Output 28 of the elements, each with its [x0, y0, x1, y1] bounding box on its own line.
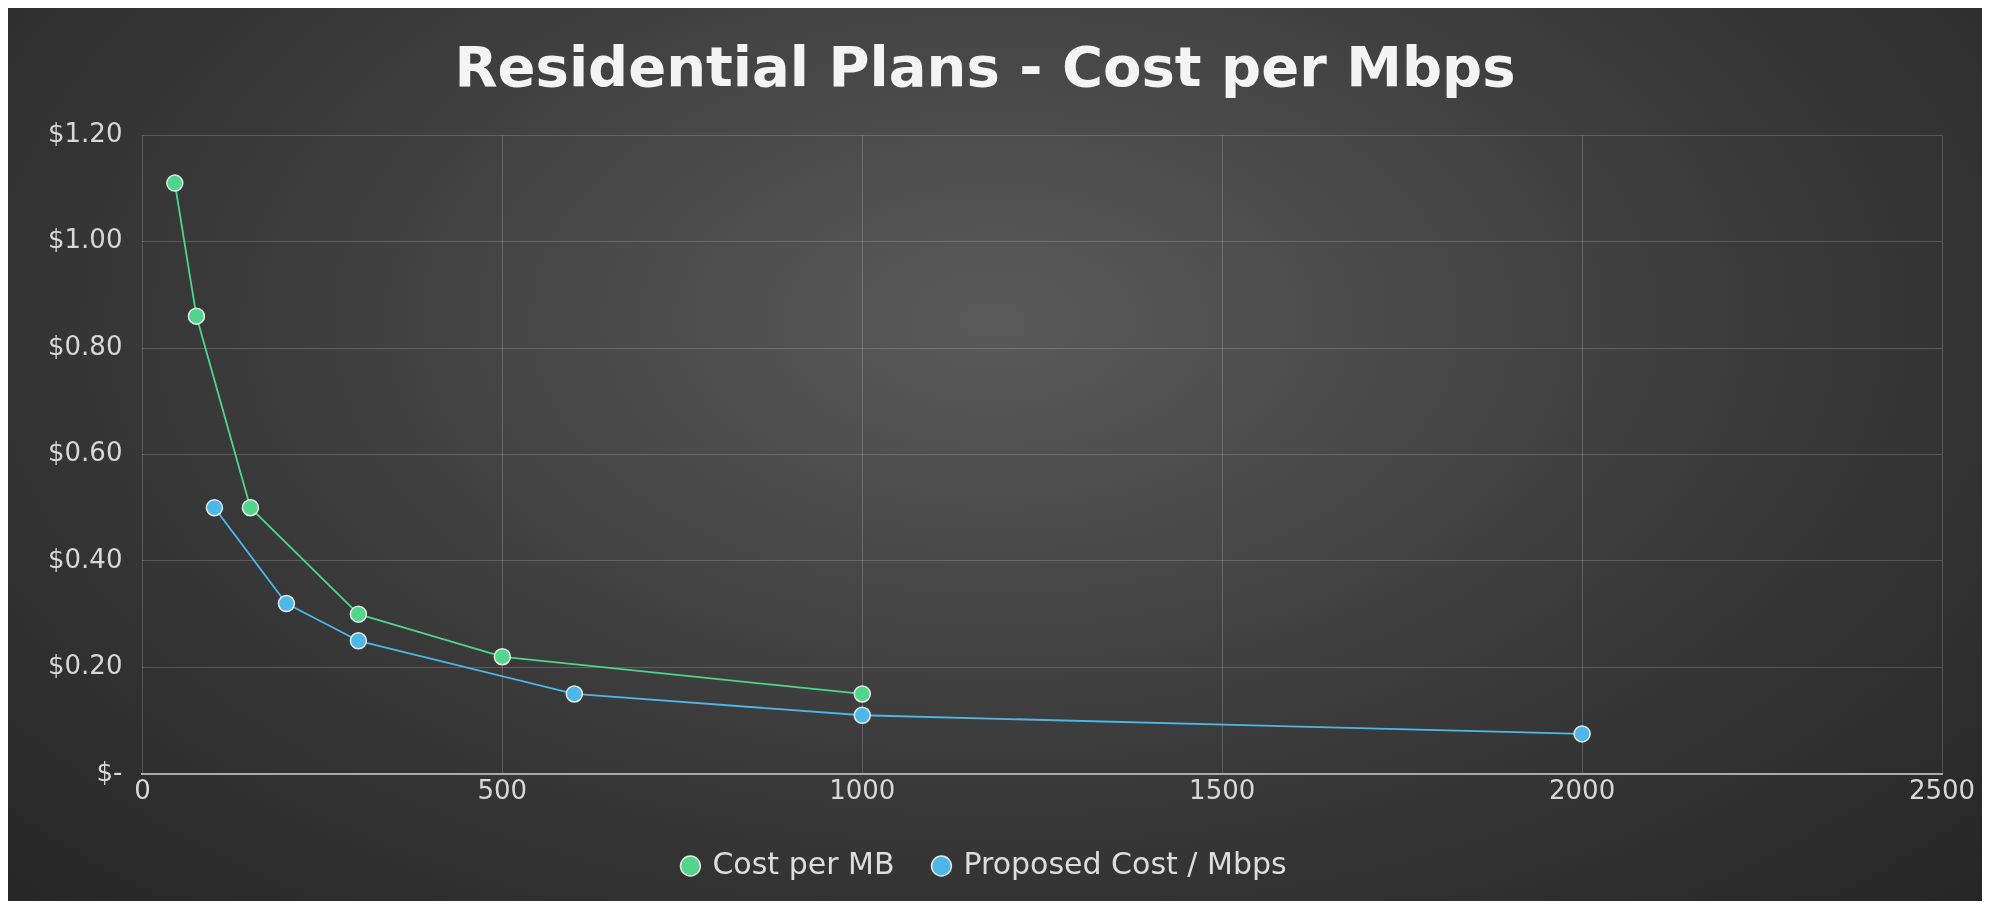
x-tick-label: 2500: [1908, 775, 1976, 806]
point: [349, 605, 368, 623]
x-tick-label: 1500: [1189, 775, 1256, 806]
point: [187, 307, 206, 325]
legend-label: Cost per MB: [712, 845, 895, 881]
point: [565, 685, 584, 703]
point: [853, 685, 872, 703]
y-tick-label: $0.80: [48, 330, 123, 361]
x-tick-label: 1000: [829, 775, 896, 806]
point: [166, 174, 184, 192]
y-tick-label: $0.40: [48, 543, 123, 574]
legend-label: Proposed Cost / Mbps: [963, 845, 1287, 881]
point: [241, 498, 260, 517]
point: [277, 594, 296, 613]
y-tick-label: $1.00: [48, 224, 123, 255]
y-tick-label: $-: [96, 756, 123, 787]
point: [205, 498, 224, 517]
point: [1573, 725, 1591, 743]
point: [853, 706, 872, 725]
chart-title: Residential Plans - Cost per Mbps: [454, 34, 1516, 100]
x-tick-label: 2000: [1549, 775, 1616, 806]
x-tick-label: 0: [134, 775, 151, 806]
y-tick-label: $0.20: [48, 650, 123, 681]
y-tick-label: $1.20: [48, 117, 123, 148]
point: [493, 647, 512, 666]
x-tick-label: 500: [477, 775, 528, 806]
point: [349, 632, 368, 650]
y-tick-label: $0.60: [48, 437, 123, 468]
